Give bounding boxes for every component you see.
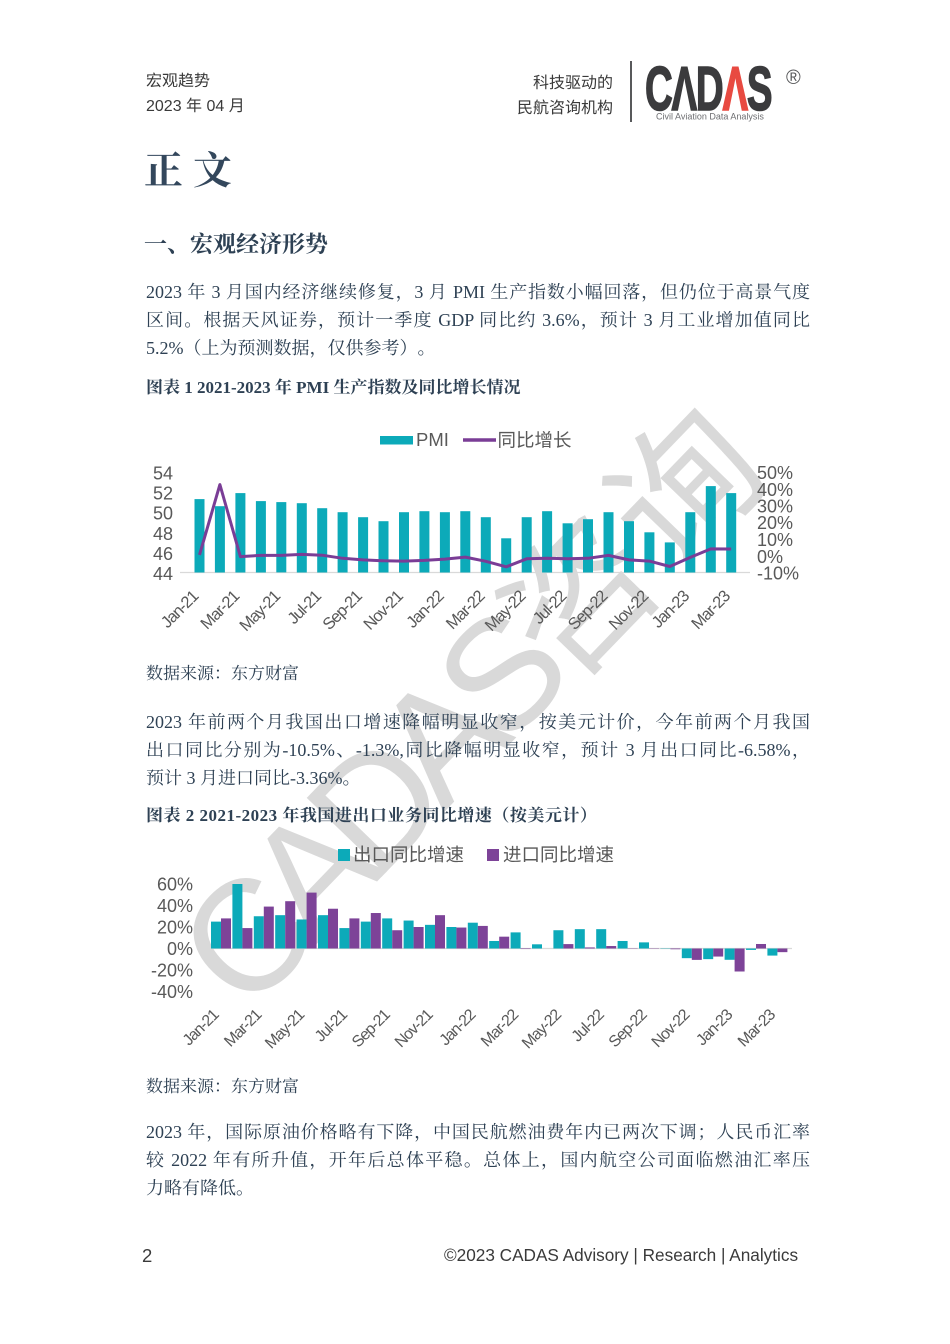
svg-text:Mar-21: Mar-21 <box>221 1006 265 1050</box>
svg-text:Jan-23: Jan-23 <box>693 1006 736 1049</box>
svg-text:Mar-22: Mar-22 <box>478 1006 522 1050</box>
svg-text:进口同比增速: 进口同比增速 <box>503 844 614 865</box>
svg-text:CΛDΛS: CΛDΛS <box>645 60 771 123</box>
svg-text:Mar-21: Mar-21 <box>197 587 243 633</box>
svg-text:40%: 40% <box>157 896 193 916</box>
svg-text:46: 46 <box>153 544 173 564</box>
svg-text:Sep-21: Sep-21 <box>319 587 366 634</box>
svg-text:52: 52 <box>153 484 173 504</box>
svg-text:Sep-22: Sep-22 <box>606 1006 651 1051</box>
svg-text:Jan-22: Jan-22 <box>437 1006 480 1049</box>
svg-text:Jan-21: Jan-21 <box>180 1006 223 1049</box>
svg-text:Sep-21: Sep-21 <box>349 1006 394 1051</box>
svg-text:-40%: -40% <box>151 982 193 1002</box>
svg-text:60%: 60% <box>157 875 193 895</box>
svg-text:0%: 0% <box>757 547 783 567</box>
svg-text:May-22: May-22 <box>519 1006 565 1052</box>
svg-text:10%: 10% <box>757 530 793 550</box>
svg-text:Nov-21: Nov-21 <box>360 587 407 634</box>
svg-text:出口同比增速: 出口同比增速 <box>353 844 464 865</box>
svg-text:44: 44 <box>153 564 173 584</box>
svg-text:®: ® <box>786 67 801 89</box>
svg-text:50%: 50% <box>757 463 793 483</box>
svg-text:Mar-22: Mar-22 <box>443 587 489 633</box>
svg-text:Nov-21: Nov-21 <box>392 1006 437 1051</box>
svg-text:Nov-22: Nov-22 <box>606 587 653 634</box>
svg-text:48: 48 <box>153 524 173 544</box>
svg-text:PMI: PMI <box>416 429 449 450</box>
svg-text:40%: 40% <box>757 480 793 500</box>
svg-text:50: 50 <box>153 504 173 524</box>
svg-text:54: 54 <box>153 464 173 484</box>
svg-text:同比增长: 同比增长 <box>498 430 572 451</box>
svg-text:-20%: -20% <box>151 961 193 981</box>
svg-text:Mar-23: Mar-23 <box>688 587 734 633</box>
svg-text:Mar-23: Mar-23 <box>735 1006 779 1050</box>
svg-text:May-21: May-21 <box>262 1006 308 1052</box>
svg-text:Sep-22: Sep-22 <box>565 587 612 634</box>
svg-text:May-21: May-21 <box>236 587 284 635</box>
svg-text:Jan-21: Jan-21 <box>158 587 203 632</box>
svg-text:Nov-22: Nov-22 <box>649 1006 694 1051</box>
svg-text:Jan-22: Jan-22 <box>403 587 448 632</box>
svg-text:20%: 20% <box>757 513 793 533</box>
svg-text:Jul-21: Jul-21 <box>312 1006 351 1045</box>
svg-text:Civil Aviation Data Analysis: Civil Aviation Data Analysis <box>656 112 764 122</box>
svg-text:May-22: May-22 <box>482 587 530 635</box>
svg-text:0%: 0% <box>167 939 193 959</box>
svg-text:20%: 20% <box>157 918 193 938</box>
svg-text:Jul-22: Jul-22 <box>569 1006 608 1045</box>
svg-text:30%: 30% <box>757 497 793 517</box>
svg-text:Jan-23: Jan-23 <box>648 587 693 632</box>
svg-text:-10%: -10% <box>757 564 799 584</box>
